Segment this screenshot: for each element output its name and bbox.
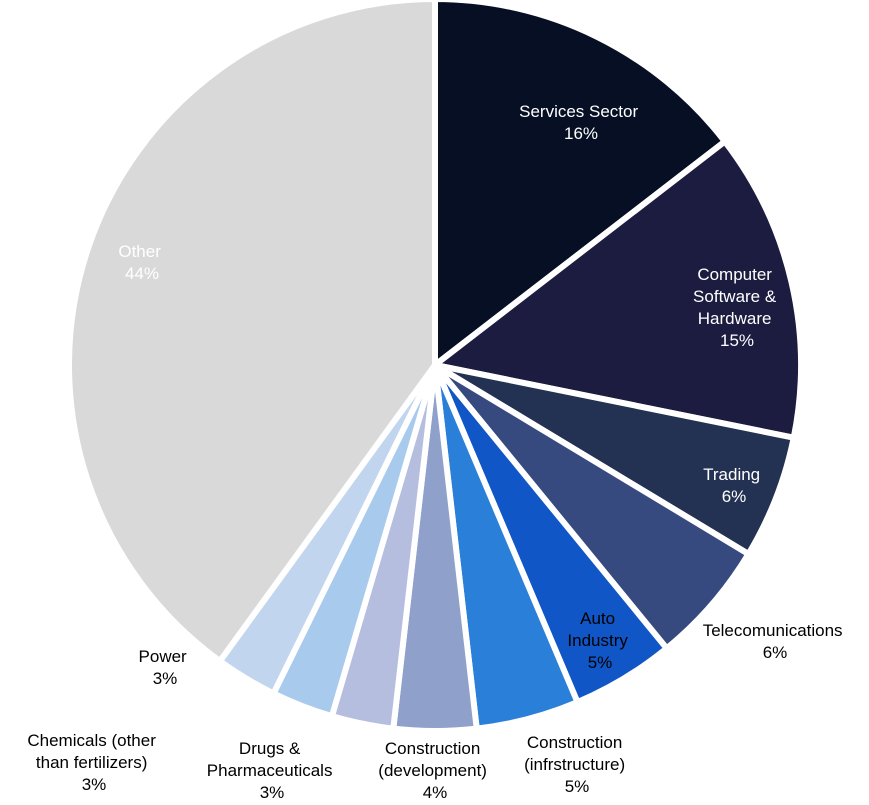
- pie-slices: [66, 0, 804, 734]
- pie-slice-other: [66, 0, 438, 666]
- label-auto-industry-value: 5%: [588, 653, 613, 672]
- label-construction-infrstructure: Construction (infrstructure) 5%: [524, 733, 630, 796]
- label-computer-software-hardware: Computer Software & Hardware 15%: [693, 265, 781, 350]
- label-trading: Trading 6%: [703, 465, 765, 506]
- label-power-name: Power: [139, 647, 188, 666]
- pie-labels: Services Sector 16% Computer Software & …: [27, 102, 848, 802]
- label-construction-development-value: 4%: [423, 783, 448, 802]
- label-construction-infrstructure-value: 5%: [565, 777, 590, 796]
- label-services-sector-name: Services Sector: [519, 102, 638, 121]
- label-power: Power 3%: [139, 647, 192, 688]
- pie-slice-services-sector: [432, 0, 730, 372]
- label-power-value: 3%: [153, 669, 178, 688]
- label-other-value: 44%: [125, 264, 159, 283]
- label-drugs-pharmaceuticals: Drugs & Pharmaceuticals 3%: [207, 739, 337, 802]
- label-computer-software-hardware-value: 15%: [720, 331, 754, 350]
- label-auto-industry: Auto Industry 5%: [567, 609, 632, 672]
- label-trading-value: 6%: [722, 487, 747, 506]
- pie-slice-computer-software-hardware: [427, 137, 804, 442]
- label-drugs-pharmaceuticals-value: 3%: [260, 783, 285, 802]
- label-trading-name: Trading: [703, 465, 760, 484]
- label-chemicals: Chemicals (other than fertilizers) 3%: [27, 731, 160, 794]
- label-other: Other 44%: [118, 242, 165, 283]
- label-telecomunications-value: 6%: [763, 643, 788, 662]
- label-other-name: Other: [118, 242, 161, 261]
- label-telecomunications-name: Telecomunications: [703, 621, 843, 640]
- label-chemicals-value: 3%: [82, 775, 107, 794]
- label-services-sector-value: 16%: [564, 124, 598, 143]
- label-services-sector: Services Sector 16%: [519, 102, 643, 143]
- label-telecomunications: Telecomunications 6%: [703, 621, 848, 662]
- label-construction-development: Construction (development) 4%: [378, 739, 491, 802]
